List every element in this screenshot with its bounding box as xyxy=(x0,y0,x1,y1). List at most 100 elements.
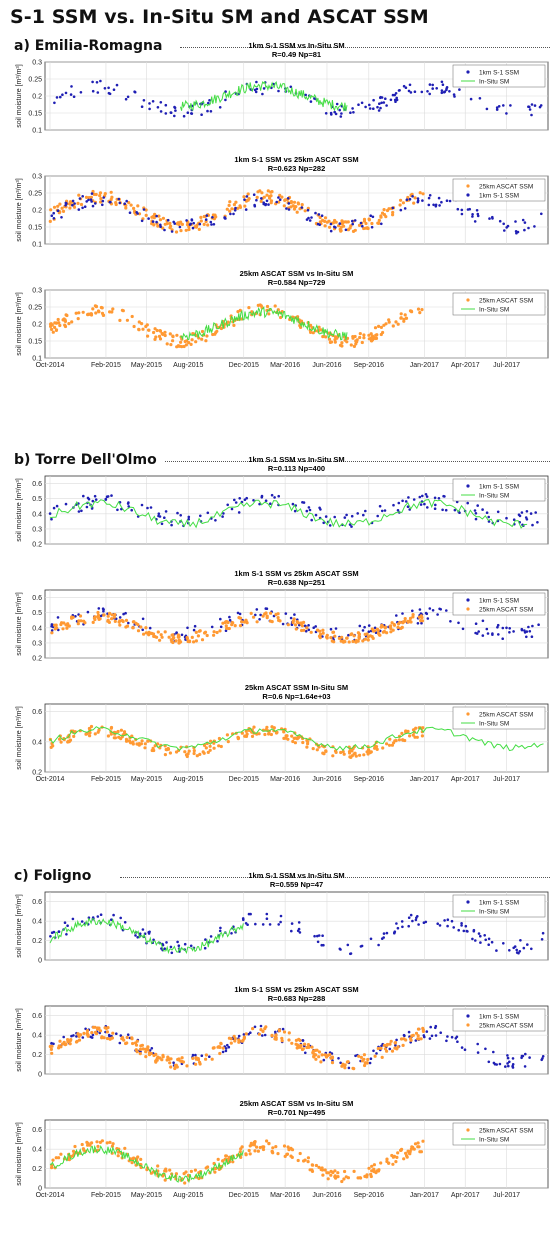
s1-ssm-point xyxy=(130,508,133,512)
s1-ssm-point xyxy=(264,607,268,610)
ascat-ssm-point xyxy=(290,1041,294,1045)
ascat-ssm-point xyxy=(306,742,310,746)
s1-ssm-point xyxy=(418,608,422,611)
s1-ssm-point xyxy=(426,506,429,509)
ascat-ssm-point xyxy=(270,1034,274,1038)
ascat-ssm-point xyxy=(317,1055,321,1059)
y-axis-label: soil moisture [m³/m³] xyxy=(16,178,23,241)
s1-ssm-point xyxy=(487,1060,491,1064)
s1-ssm-point xyxy=(423,1035,426,1039)
ascat-ssm-point xyxy=(61,627,65,631)
s1-ssm-point xyxy=(462,929,466,933)
legend-label: 25km ASCAT SSM xyxy=(479,607,533,614)
s1-ssm-point xyxy=(268,923,272,926)
ascat-ssm-point xyxy=(116,729,120,734)
ascat-ssm-point xyxy=(197,227,201,231)
ascat-ssm-point xyxy=(310,1168,314,1172)
ascat-ssm-point xyxy=(403,617,407,621)
s1-ssm-point xyxy=(369,214,373,217)
s1-ssm-point xyxy=(402,84,406,88)
s1-ssm-point xyxy=(513,945,517,948)
ascat-ssm-point xyxy=(80,1142,84,1147)
ascat-ssm-point xyxy=(171,633,175,637)
legend-label: 25km ASCAT SSM xyxy=(479,184,533,191)
s1-ssm-point xyxy=(522,946,526,950)
y-tick-label: 0.5 xyxy=(32,610,42,617)
ascat-ssm-point xyxy=(236,735,240,739)
s1-ssm-point xyxy=(501,637,505,640)
s1-ssm-point xyxy=(428,194,432,197)
s1-ssm-point xyxy=(147,217,150,220)
s1-ssm-point xyxy=(498,1062,502,1066)
s1-ssm-point xyxy=(528,1056,531,1059)
s1-ssm-point xyxy=(335,102,339,106)
ascat-ssm-point xyxy=(373,326,378,330)
ascat-ssm-point xyxy=(56,204,60,208)
ascat-ssm-point xyxy=(84,195,89,199)
ascat-ssm-point xyxy=(255,1145,259,1149)
ascat-ssm-point xyxy=(92,616,96,620)
ascat-ssm-point xyxy=(320,1166,324,1170)
s1-ssm-point xyxy=(436,922,440,925)
s1-ssm-point xyxy=(409,913,413,917)
s1-ssm-point xyxy=(443,495,446,498)
ascat-ssm-point xyxy=(184,343,188,347)
x-tick-label: Sep-2016 xyxy=(354,1192,384,1199)
s1-ssm-point xyxy=(242,1033,246,1036)
ascat-ssm-point xyxy=(420,308,424,312)
ascat-ssm-point xyxy=(325,1171,329,1175)
s1-ssm-point xyxy=(487,515,491,519)
ascat-ssm-point xyxy=(112,615,116,619)
s1-ssm-point xyxy=(455,1035,459,1039)
chart-title: 1km S-1 SSM vs In-Situ SM xyxy=(248,871,344,880)
ascat-ssm-point xyxy=(352,1067,356,1071)
s1-ssm-point xyxy=(304,93,308,97)
ascat-ssm-point xyxy=(321,218,325,222)
x-tick-label: Jul-2017 xyxy=(493,1192,520,1199)
ascat-ssm-point xyxy=(421,192,425,196)
ascat-ssm-point xyxy=(342,1177,346,1181)
ascat-ssm-point xyxy=(203,631,207,635)
s1-ssm-point xyxy=(460,1046,464,1049)
s1-ssm-point xyxy=(107,86,110,90)
s1-ssm-point xyxy=(358,624,362,628)
s1-ssm-point xyxy=(278,198,282,201)
s1-ssm-point xyxy=(110,494,113,497)
s1-ssm-point xyxy=(224,90,227,93)
ascat-ssm-point xyxy=(287,1038,291,1042)
s1-ssm-point xyxy=(516,230,520,234)
ascat-ssm-point xyxy=(243,204,247,208)
ascat-ssm-point xyxy=(292,617,296,621)
ascat-ssm-point xyxy=(365,1061,369,1065)
ascat-ssm-point xyxy=(71,1149,76,1153)
ascat-ssm-point xyxy=(336,1175,340,1179)
chart-title: 25km ASCAT SSM vs In-Situ SM xyxy=(240,269,354,278)
ascat-ssm-point xyxy=(379,325,383,329)
ascat-ssm-point xyxy=(318,629,322,633)
x-tick-label: Jun-2016 xyxy=(312,776,341,783)
s1-ssm-point xyxy=(94,202,97,205)
s1-ssm-point xyxy=(127,501,130,504)
ascat-ssm-point xyxy=(341,221,345,225)
ascat-ssm-point xyxy=(141,1047,145,1051)
s1-ssm-point xyxy=(423,502,426,506)
s1-ssm-point xyxy=(466,501,470,505)
s1-ssm-point xyxy=(57,628,60,632)
ascat-ssm-point xyxy=(109,725,114,730)
s1-ssm-point xyxy=(476,1042,480,1046)
ascat-ssm-point xyxy=(291,204,295,208)
ascat-ssm-point xyxy=(339,639,343,643)
s1-ssm-point xyxy=(383,509,387,512)
ascat-ssm-point xyxy=(93,1025,97,1029)
s1-ssm-point xyxy=(209,935,213,938)
ascat-ssm-point xyxy=(169,343,173,347)
s1-ssm-point xyxy=(344,228,348,232)
s1-ssm-point xyxy=(339,115,343,118)
ascat-ssm-point xyxy=(401,620,405,624)
s1-ssm-point xyxy=(475,209,479,212)
ascat-ssm-point xyxy=(247,1148,251,1153)
ascat-ssm-point xyxy=(202,743,207,748)
s1-ssm-point xyxy=(324,112,328,115)
ascat-ssm-point xyxy=(100,306,104,310)
